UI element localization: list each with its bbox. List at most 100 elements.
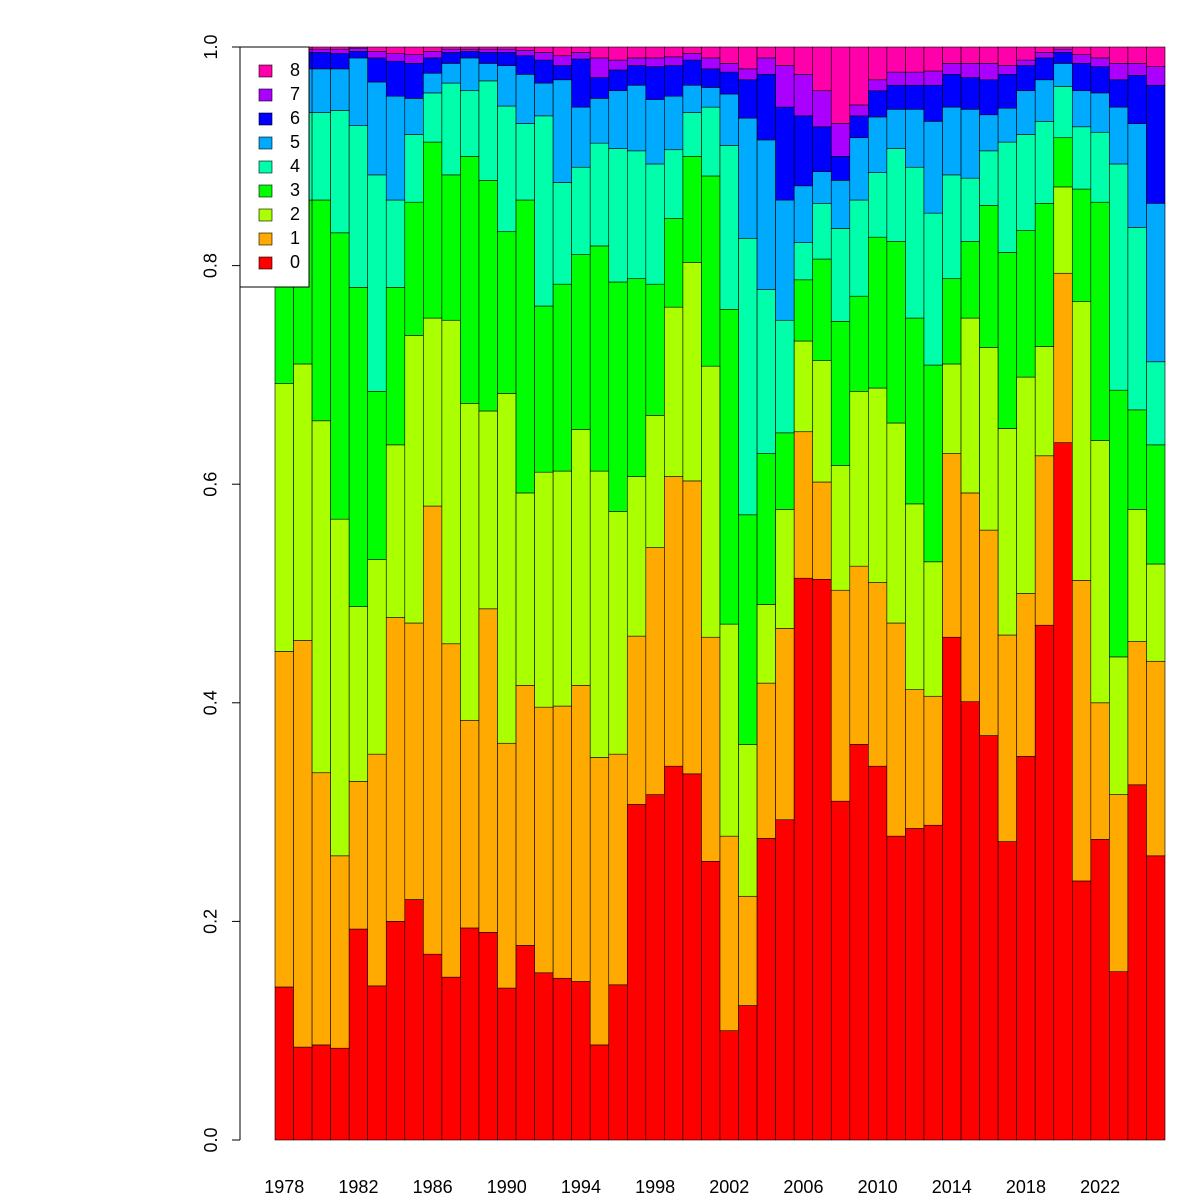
- bar-segment: [849, 390, 869, 567]
- bar-segment: [478, 48, 498, 53]
- bar-segment: [460, 46, 480, 50]
- bar-segment: [571, 981, 591, 1141]
- bar-segment: [1053, 52, 1073, 64]
- bar-segment: [849, 46, 869, 106]
- bar-segment: [534, 59, 554, 84]
- bar-segment: [960, 701, 980, 1141]
- bar-segment: [515, 123, 535, 201]
- bar-segment: [1127, 409, 1147, 510]
- bar-segment: [478, 80, 498, 181]
- bar-segment: [682, 480, 702, 775]
- bar-segment: [626, 278, 647, 477]
- bar-segment: [478, 608, 498, 933]
- bar-segment: [423, 72, 443, 94]
- bar-segment: [441, 48, 461, 53]
- bar-segment: [404, 201, 424, 336]
- legend-swatch: [258, 64, 273, 78]
- bar-segment: [1127, 46, 1147, 64]
- bar-segment: [997, 428, 1017, 636]
- bar-segment: [311, 199, 331, 422]
- bar-segment: [775, 199, 795, 321]
- bar-segment: [1053, 186, 1073, 274]
- bar-segment: [497, 52, 517, 66]
- x-tick-label: 1998: [635, 1177, 675, 1197]
- bar-segment: [923, 121, 943, 214]
- bar-segment: [997, 74, 1017, 109]
- bar-segment: [515, 492, 535, 686]
- bar-segment: [423, 46, 443, 52]
- bar-segment: [1109, 163, 1129, 391]
- bar-segment: [942, 453, 962, 638]
- bar-segment: [664, 56, 684, 66]
- bar-segment: [385, 444, 406, 618]
- bar-segment: [404, 46, 424, 55]
- bar-segment: [1071, 580, 1092, 882]
- bar-segment: [552, 46, 572, 57]
- bar-segment: [330, 232, 350, 520]
- bar-segment: [756, 57, 776, 75]
- bar-segment: [812, 481, 832, 580]
- bar-segment: [905, 828, 925, 1141]
- bar-segment: [441, 319, 461, 645]
- bar-segment: [1127, 509, 1147, 642]
- bar-segment: [608, 148, 628, 283]
- legend-swatch: [258, 112, 273, 126]
- x-tick-label: 2006: [783, 1177, 823, 1197]
- bar-segment: [330, 46, 350, 50]
- bar-segment: [701, 636, 721, 862]
- bar-segment: [645, 547, 665, 795]
- bar-segment: [812, 90, 832, 128]
- bar-segment: [830, 180, 851, 229]
- bar-segment: [571, 254, 591, 430]
- bar-segment: [664, 218, 684, 308]
- bar-segment: [719, 309, 739, 625]
- bar-segment: [756, 289, 776, 454]
- bar-segment: [293, 363, 313, 641]
- bar-segment: [738, 46, 758, 70]
- bar-segment: [330, 855, 350, 1049]
- bar-segment: [1034, 346, 1055, 457]
- bar-segment: [645, 99, 665, 165]
- bar-segment: [1146, 361, 1166, 446]
- bar-segment: [589, 98, 610, 144]
- bar-segment: [367, 51, 387, 59]
- bar-segment: [738, 1005, 758, 1141]
- bar-segment: [923, 70, 943, 86]
- legend-swatch: [258, 208, 273, 222]
- bar-segment: [460, 403, 480, 721]
- bar-segment: [719, 71, 739, 95]
- bar-segment: [311, 1044, 331, 1141]
- legend-label: 1: [290, 228, 300, 248]
- bar-segment: [849, 115, 869, 139]
- bar-segment: [404, 134, 424, 203]
- bar-segment: [441, 976, 461, 1141]
- bar-segment: [589, 1044, 610, 1141]
- bar-segment: [979, 79, 999, 116]
- bar-segment: [515, 74, 535, 124]
- bar-segment: [775, 819, 795, 1141]
- bar-segment: [664, 306, 684, 477]
- bar-segment: [478, 63, 498, 82]
- bar-segment: [589, 46, 610, 59]
- bar-segment: [534, 115, 554, 307]
- bar-segment: [793, 279, 814, 342]
- bar-segment: [478, 52, 498, 64]
- bar-segment: [626, 476, 647, 637]
- bar-segment: [960, 317, 980, 494]
- bar-segment: [534, 82, 554, 117]
- y-tick-label: 0.8: [201, 253, 221, 278]
- bar-segment: [478, 410, 498, 610]
- bar-segment: [608, 511, 628, 755]
- bar-segment: [1071, 301, 1092, 581]
- bar-segment: [571, 685, 591, 982]
- y-tick-label: 0.4: [201, 690, 221, 715]
- bar-segment: [830, 465, 851, 591]
- bar-segment: [979, 150, 999, 206]
- bar-segment: [348, 51, 369, 59]
- bar-segment: [497, 231, 517, 394]
- bar-segment: [274, 986, 294, 1141]
- bar-segment: [1127, 75, 1147, 124]
- bar-segment: [348, 57, 369, 126]
- bar-segment: [515, 55, 535, 75]
